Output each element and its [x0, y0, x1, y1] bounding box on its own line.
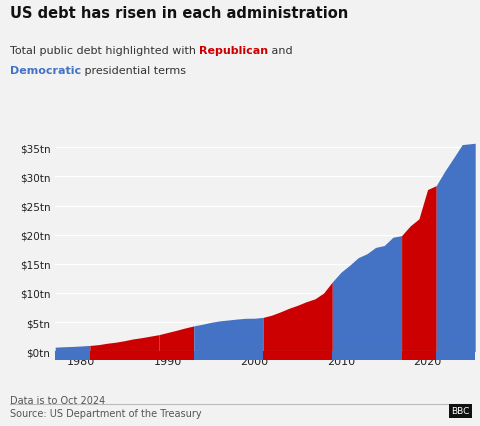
Text: and: and [268, 46, 293, 56]
Text: presidential terms: presidential terms [81, 66, 186, 76]
Text: Democratic: Democratic [10, 66, 81, 76]
Text: Source: US Department of the Treasury: Source: US Department of the Treasury [10, 408, 201, 418]
Text: Republican: Republican [199, 46, 268, 56]
Text: Data is to Oct 2024: Data is to Oct 2024 [10, 395, 105, 405]
Text: Total public debt highlighted with: Total public debt highlighted with [10, 46, 199, 56]
Text: BBC: BBC [451, 406, 469, 415]
Text: US debt has risen in each administration: US debt has risen in each administration [10, 6, 348, 21]
